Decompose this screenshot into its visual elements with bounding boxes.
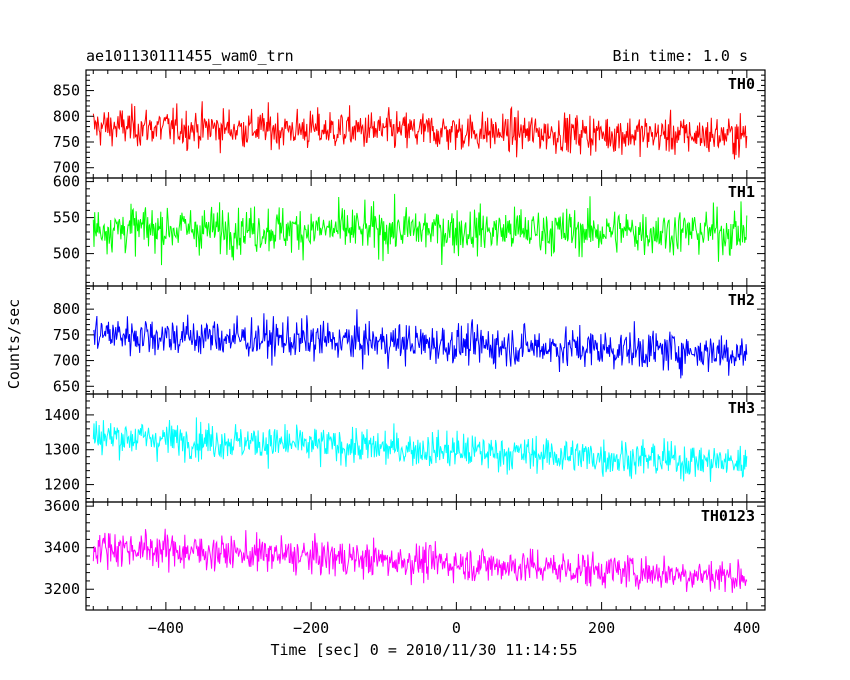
panel-th3: 1200 1300 1400 TH3 xyxy=(44,393,766,503)
panels-group: 700 750 800 850 TH0 500 550 600 TH1 650 700 750 800 T… xyxy=(44,69,766,611)
y-tick-label-th2: 700 xyxy=(53,352,80,370)
y-tick-label-th2: 800 xyxy=(53,300,80,318)
y-tick-label-th0123: 3400 xyxy=(44,539,80,557)
x-tick-label: −200 xyxy=(293,619,329,637)
panel-name-th2: TH2 xyxy=(728,291,755,309)
y-tick-label-th0: 750 xyxy=(53,133,80,151)
y-tick-label-th1: 600 xyxy=(53,173,80,191)
y-tick-label-th0123: 3200 xyxy=(44,580,80,598)
y-tick-label-th0: 800 xyxy=(53,107,80,125)
panel-name-th0: TH0 xyxy=(728,75,755,93)
chart-title: ae101130111455_wam0_trn xyxy=(86,47,294,65)
y-tick-label-th0: 850 xyxy=(53,82,80,100)
y-tick-label-th0123: 3600 xyxy=(44,497,80,515)
series-line-th0 xyxy=(92,101,748,160)
y-tick-label-th1: 500 xyxy=(53,245,80,263)
series-line-th0123 xyxy=(92,528,748,593)
x-tick-label: 400 xyxy=(733,619,760,637)
y-tick-label-th3: 1200 xyxy=(44,476,80,494)
panel-th1: 500 550 600 TH1 xyxy=(53,173,766,287)
panel-name-th0123: TH0123 xyxy=(701,507,755,525)
y-tick-label-th2: 650 xyxy=(53,377,80,395)
panel-th0123: 3200 3400 3600 TH0123 xyxy=(44,497,766,611)
x-axis-label: Time [sec] 0 = 2010/11/30 11:14:55 xyxy=(270,641,577,659)
y-tick-label-th2: 750 xyxy=(53,326,80,344)
series-line-th3 xyxy=(92,417,748,482)
x-tick-label: 200 xyxy=(588,619,615,637)
y-tick-label-th3: 1400 xyxy=(44,406,80,424)
x-tick-label: −400 xyxy=(148,619,184,637)
series-line-th1 xyxy=(92,193,748,266)
panel-name-th1: TH1 xyxy=(728,183,755,201)
y-tick-label-th1: 550 xyxy=(53,209,80,227)
x-tick-label: 0 xyxy=(452,619,461,637)
series-line-th2 xyxy=(92,309,748,379)
panel-name-th3: TH3 xyxy=(728,399,755,417)
y-tick-label-th0: 700 xyxy=(53,159,80,177)
y-axis-label: Counts/sec xyxy=(5,299,23,389)
y-tick-label-th3: 1300 xyxy=(44,441,80,459)
bin-time-label: Bin time: 1.0 s xyxy=(613,47,748,65)
panel-th0: 700 750 800 850 TH0 xyxy=(53,69,766,179)
panel-frame-th0 xyxy=(85,69,766,179)
panel-th2: 650 700 750 800 TH2 xyxy=(53,285,766,395)
x-axis: −400 −200 0 200 400 xyxy=(148,619,761,637)
